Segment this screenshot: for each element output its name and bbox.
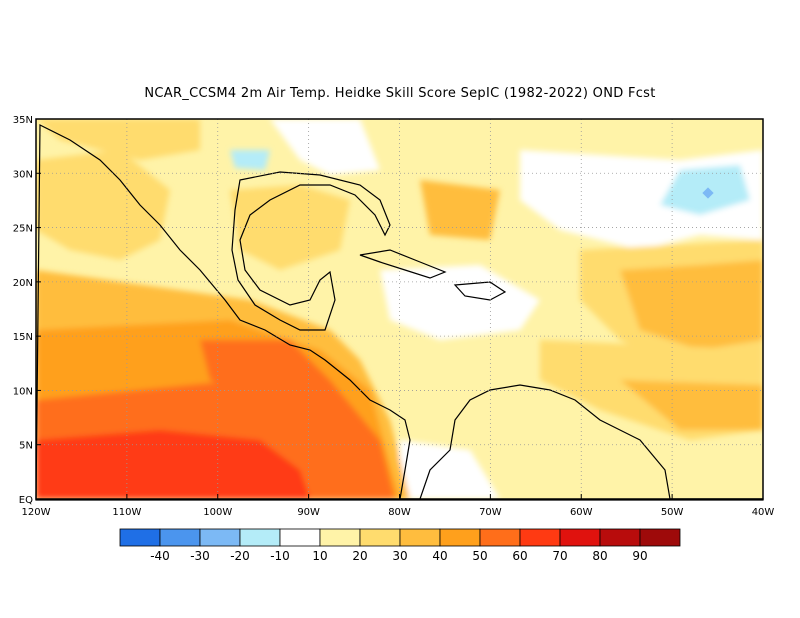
lat-tick-label: 35N — [13, 115, 33, 126]
colorbar-label: -30 — [190, 549, 210, 563]
colorbar-labels: -40 -30 -20 -10 10 20 30 40 50 60 70 80 90 — [150, 549, 647, 563]
longitude-labels: 120W 110W 100W 90W 80W 70W 60W 50W 40W — [22, 494, 775, 518]
colorbar-label: 10 — [312, 549, 327, 563]
colorbar-segment — [479, 528, 521, 547]
colorbar-label: 80 — [592, 549, 607, 563]
colorbar-label: 20 — [352, 549, 367, 563]
colorbar-label: -10 — [270, 549, 290, 563]
colorbar-segment — [279, 528, 321, 547]
colorbar-label: 30 — [392, 549, 407, 563]
colorbar-label: 50 — [472, 549, 487, 563]
colorbar-label: 60 — [512, 549, 527, 563]
colorbar-segment — [639, 528, 681, 547]
colorbar-segment — [559, 528, 601, 547]
lon-tick-label: 60W — [570, 507, 593, 518]
colorbar-label: -20 — [230, 549, 250, 563]
latitude-labels: 35N 30N 25N 20N 15N 10N 5N EQ — [13, 115, 41, 506]
lat-tick-label: 5N — [19, 441, 33, 452]
gridlines — [36, 119, 763, 499]
skill-field — [36, 119, 763, 499]
lat-tick-label: EQ — [19, 495, 33, 506]
colorbar-segment — [599, 528, 641, 547]
coastlines — [35, 124, 764, 501]
colorbar-segment — [159, 528, 201, 547]
colorbar-segment — [359, 528, 401, 547]
colorbar-label: -40 — [150, 549, 170, 563]
colorbar-segment — [439, 528, 481, 547]
lon-tick-label: 40W — [752, 507, 775, 518]
colorbar-segment — [399, 528, 441, 547]
colorbar-segment — [239, 528, 281, 547]
lon-tick-label: 70W — [479, 507, 502, 518]
lat-tick-label: 10N — [13, 386, 33, 397]
negative-skill-marker — [702, 187, 714, 199]
colorbar-segment — [519, 528, 561, 547]
colorbar-segment — [199, 528, 241, 547]
lon-tick-label: 50W — [661, 507, 684, 518]
colorbar-label: 90 — [632, 549, 647, 563]
lon-tick-label: 120W — [22, 507, 51, 518]
lon-tick-label: 100W — [203, 507, 232, 518]
lon-tick-label: 80W — [388, 507, 411, 518]
lon-tick-label: 90W — [297, 507, 320, 518]
colorbar-segment — [119, 528, 161, 547]
colorbar-label: 40 — [432, 549, 447, 563]
colorbar-segment — [319, 528, 361, 547]
colorbar-label: 70 — [552, 549, 567, 563]
lat-tick-label: 20N — [13, 278, 33, 289]
colorbar — [119, 528, 681, 547]
lon-tick-label: 110W — [112, 507, 141, 518]
map-title: NCAR_CCSM4 2m Air Temp. Heidke Skill Sco… — [144, 86, 656, 101]
lat-tick-label: 15N — [13, 332, 33, 343]
lat-tick-label: 25N — [13, 224, 33, 235]
lat-tick-label: 30N — [13, 169, 33, 180]
